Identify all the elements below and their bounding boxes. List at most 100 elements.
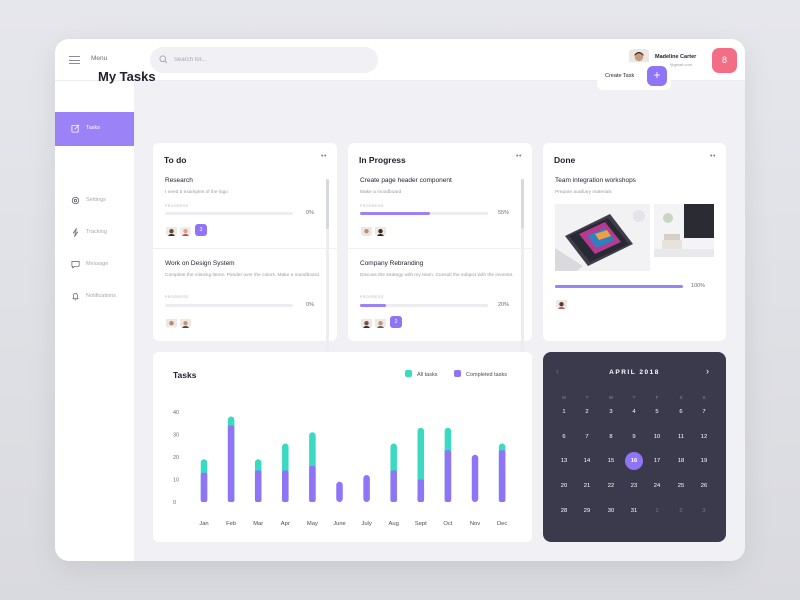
calendar-day[interactable]: 21: [583, 483, 591, 489]
calendar-day[interactable]: 18: [677, 458, 685, 464]
calendar-day[interactable]: 8: [609, 434, 613, 440]
y-tick-label: 0: [173, 500, 176, 506]
legend-all-tasks[interactable]: All tasks: [405, 370, 437, 378]
calendar-day[interactable]: 7: [585, 434, 589, 440]
more-options-icon[interactable]: ••: [710, 153, 716, 160]
bar-completed-tasks[interactable]: [254, 470, 262, 503]
bar-completed-tasks[interactable]: [200, 472, 208, 502]
sidebar-item-tracking[interactable]: Tracking: [55, 216, 134, 250]
calendar-day[interactable]: 19: [700, 458, 708, 464]
member-avatar[interactable]: [361, 225, 372, 236]
task-title: Research: [165, 177, 193, 184]
y-tick-label: 30: [173, 433, 179, 439]
sidebar-item-notifications[interactable]: Notifications: [55, 280, 134, 314]
member-avatar[interactable]: [375, 317, 386, 328]
bar-completed-tasks[interactable]: [444, 450, 452, 502]
member-avatar[interactable]: [180, 317, 191, 328]
notification-badge-button[interactable]: 8: [712, 48, 737, 73]
scrollbar[interactable]: [326, 179, 329, 369]
calendar-day[interactable]: 12: [700, 434, 708, 440]
extra-members-badge[interactable]: 2: [390, 316, 402, 328]
calendar-day[interactable]: 24: [653, 483, 661, 489]
bar-completed-cap: [282, 498, 289, 502]
scrollbar[interactable]: [521, 179, 524, 369]
menu-label[interactable]: Menu: [91, 55, 108, 62]
calendar-day[interactable]: 3: [609, 409, 613, 415]
sidebar-item-label: Notifications: [86, 293, 116, 299]
bar-completed-tasks[interactable]: [471, 454, 479, 502]
calendar-day[interactable]: 9: [632, 434, 636, 440]
calendar-day[interactable]: 31: [630, 508, 638, 514]
member-avatar[interactable]: [166, 225, 177, 236]
calendar-day[interactable]: 22: [607, 483, 615, 489]
desk-photo-attachment[interactable]: [654, 204, 714, 257]
bar-completed-tasks[interactable]: [363, 475, 370, 502]
calendar-day[interactable]: 1: [562, 409, 566, 415]
calendar-day[interactable]: 2: [679, 508, 683, 514]
progress-bar: [360, 212, 488, 215]
calendar-day[interactable]: 1: [655, 508, 659, 514]
calendar-day[interactable]: 3: [702, 508, 706, 514]
bar-completed-tasks[interactable]: [282, 470, 289, 503]
calendar-day[interactable]: 23: [630, 483, 638, 489]
y-tick-label: 20: [173, 455, 179, 461]
bar-completed-tasks[interactable]: [417, 479, 425, 503]
more-options-icon[interactable]: ••: [516, 153, 522, 160]
calendar-day[interactable]: 10: [653, 434, 661, 440]
member-avatar[interactable]: [556, 298, 567, 309]
member-avatar[interactable]: [361, 317, 372, 328]
calendar-day[interactable]: 29: [583, 508, 591, 514]
bar-completed-cap: [444, 498, 452, 502]
bar-completed-tasks[interactable]: [390, 470, 397, 503]
user-email: m.carter@gmail.com: [655, 62, 692, 67]
calendar-day[interactable]: 25: [677, 483, 685, 489]
progress-label: PROGRESS: [165, 295, 189, 299]
calendar-day[interactable]: 6: [679, 409, 683, 415]
extra-members-badge[interactable]: 3: [195, 224, 207, 236]
legend-completed-tasks[interactable]: Completed tasks: [454, 370, 507, 378]
calendar-next-icon[interactable]: ›: [706, 366, 709, 376]
bar-completed-tasks[interactable]: [309, 466, 316, 502]
calendar-day[interactable]: 2: [585, 409, 589, 415]
more-options-icon[interactable]: ••: [321, 153, 327, 160]
calendar-day[interactable]: 20: [560, 483, 568, 489]
calendar-day[interactable]: 17: [653, 458, 661, 464]
calendar-prev-icon[interactable]: ‹: [556, 366, 559, 376]
task-description: Make a moodboard: [360, 190, 402, 195]
calendar-day[interactable]: 7: [702, 409, 706, 415]
calendar-day[interactable]: 16: [625, 452, 643, 470]
member-avatar[interactable]: [180, 225, 191, 236]
column-todo: To do •• Research I need 5 examples of t…: [153, 143, 337, 369]
create-task-button[interactable]: Create Task +: [597, 62, 671, 90]
sidebar-item-tasks[interactable]: Tasks: [55, 112, 134, 146]
calendar-day[interactable]: 28: [560, 508, 568, 514]
calendar-day[interactable]: 11: [677, 434, 685, 440]
x-tick-label: Mar: [253, 521, 263, 527]
bar-completed-tasks[interactable]: [498, 450, 506, 502]
x-tick-label: Oct: [443, 521, 452, 527]
calendar-day[interactable]: 26: [700, 483, 708, 489]
calendar-day[interactable]: 15: [607, 458, 615, 464]
y-tick-label: 40: [173, 410, 179, 416]
sidebar-item-settings[interactable]: Settings: [55, 184, 134, 218]
bar-completed-tasks[interactable]: [227, 425, 235, 503]
bar-completed-tasks[interactable]: [336, 481, 343, 502]
hamburger-menu-icon[interactable]: [69, 56, 80, 64]
search-input[interactable]: [174, 47, 364, 73]
search-bar[interactable]: [150, 47, 378, 73]
task-title: Work on Design System: [165, 260, 235, 267]
calendar-day[interactable]: 14: [583, 458, 591, 464]
task-title: Team integration workshops: [555, 177, 636, 184]
calendar-day[interactable]: 6: [562, 434, 566, 440]
sidebar-item-message[interactable]: Message: [55, 248, 134, 282]
tablet-photo-attachment[interactable]: [555, 204, 650, 271]
member-avatar[interactable]: [375, 225, 386, 236]
task-description: I need 5 examples of the logo: [165, 190, 228, 195]
calendar-day[interactable]: 4: [632, 409, 636, 415]
calendar-day[interactable]: 5: [655, 409, 659, 415]
calendar-day[interactable]: 30: [607, 508, 615, 514]
create-task-label: Create Task: [605, 73, 635, 79]
member-avatar[interactable]: [166, 317, 177, 328]
x-tick-label: June: [333, 521, 346, 527]
calendar-day[interactable]: 13: [560, 458, 568, 464]
